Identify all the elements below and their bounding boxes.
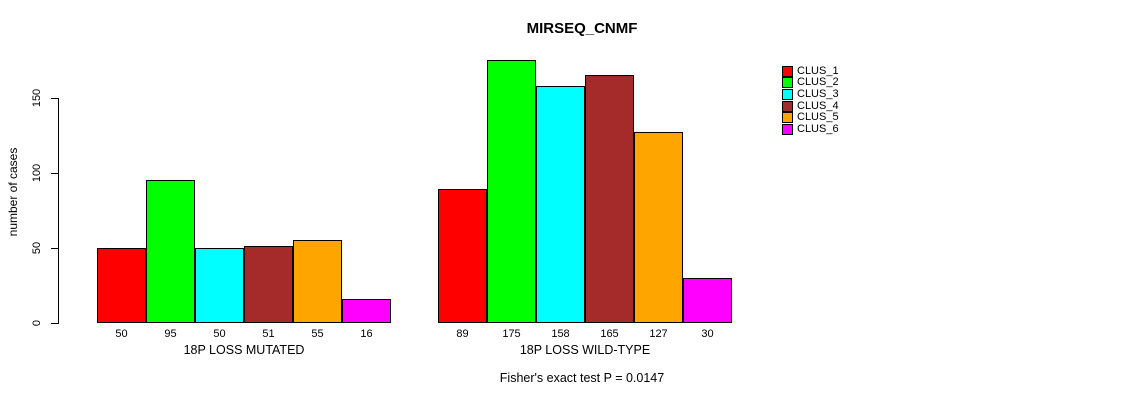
bar-value-label: 50 [213, 328, 226, 340]
legend-label: CLUS_2 [797, 76, 839, 89]
bar-value-label: 127 [649, 328, 668, 340]
legend-item-CLUS_4: CLUS_4 [782, 99, 839, 112]
bar-value-label: 30 [701, 328, 714, 340]
bar-CLUS_6 [342, 299, 391, 323]
legend-item-CLUS_6: CLUS_6 [782, 124, 839, 135]
bar-value-label: 50 [115, 328, 128, 340]
group-label: 18P LOSS MUTATED [183, 343, 305, 357]
bar-value-label: 55 [311, 328, 324, 340]
legend-label: CLUS_5 [797, 111, 839, 124]
legend-swatch-CLUS_5 [782, 112, 793, 124]
legend-swatch-CLUS_6 [782, 124, 793, 135]
legend-label: CLUS_3 [797, 87, 839, 100]
group-label: 18P LOSS WILD-TYPE [519, 343, 651, 357]
bar-value-label: 158 [551, 328, 570, 340]
y-tick-mark [51, 172, 58, 174]
bar-CLUS_1 [438, 189, 487, 323]
y-tick-label: 50 [31, 241, 43, 255]
bar-CLUS_6 [683, 278, 732, 323]
legend-item-CLUS_1: CLUS_1 [782, 64, 839, 77]
stat-annotation: Fisher's exact test P = 0.0147 [499, 371, 665, 385]
y-tick-mark [51, 247, 58, 249]
y-tick-label: 0 [31, 319, 43, 327]
legend-swatch-CLUS_3 [782, 88, 793, 100]
bar-value-label: 51 [262, 328, 275, 340]
bar-CLUS_5 [634, 132, 683, 323]
y-tick-mark [51, 322, 58, 324]
bar-CLUS_4 [244, 246, 293, 323]
y-axis-title: number of cases [6, 147, 20, 237]
bar-CLUS_5 [293, 240, 342, 323]
legend-label: CLUS_1 [797, 64, 839, 77]
y-axis-line [58, 98, 59, 324]
bar-CLUS_2 [487, 60, 536, 323]
bar-value-label: 89 [456, 328, 469, 340]
y-tick-mark [51, 97, 58, 99]
y-tick-label: 100 [31, 163, 43, 183]
legend-swatch-CLUS_1 [782, 65, 793, 77]
bar-CLUS_1 [97, 248, 146, 323]
legend-item-CLUS_3: CLUS_3 [782, 87, 839, 100]
bar-value-label: 95 [164, 328, 177, 340]
bar-value-label: 16 [360, 328, 373, 340]
bar-value-label: 175 [502, 328, 521, 340]
legend-label: CLUS_4 [797, 99, 839, 112]
legend-label: CLUS_6 [797, 123, 839, 135]
y-tick-label: 150 [31, 88, 43, 108]
legend-swatch-CLUS_2 [782, 77, 793, 89]
legend-item-CLUS_2: CLUS_2 [782, 76, 839, 89]
legend-swatch-CLUS_4 [782, 100, 793, 112]
bar-CLUS_4 [585, 75, 634, 323]
chart-title: MIRSEQ_CNMF [526, 20, 638, 37]
bar-CLUS_3 [195, 248, 244, 323]
bar-value-label: 165 [600, 328, 619, 340]
bar-CLUS_3 [536, 86, 585, 323]
bar-CLUS_2 [146, 180, 195, 323]
legend-item-CLUS_5: CLUS_5 [782, 111, 839, 124]
